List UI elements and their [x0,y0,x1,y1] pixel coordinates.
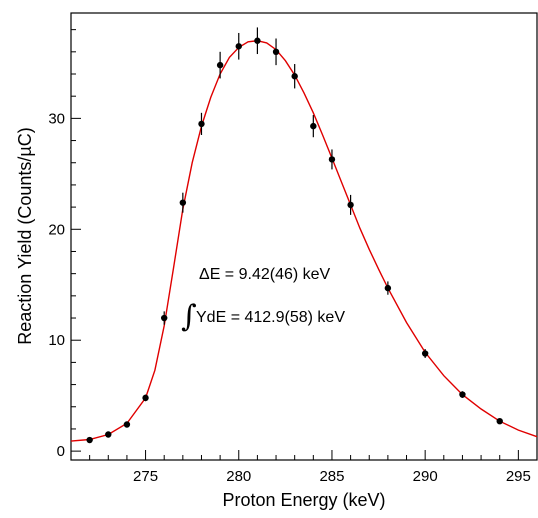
data-point [198,120,205,128]
x-tick-label: 285 [319,468,344,485]
data-point [384,284,392,292]
data-point [421,350,429,357]
data-point [161,314,168,322]
y-tick-label: 20 [48,221,65,238]
x-axis-ticks: 275 280 285 290 295 [70,450,538,485]
y-axis-ticks: 0 10 20 30 [48,29,81,460]
x-tick-label: 280 [226,468,251,485]
x-tick-label: 295 [506,468,531,485]
data-point [272,48,280,56]
data-point [347,201,354,209]
data-point [254,37,261,44]
integral-symbol: ∫ [181,299,197,334]
plot-frame [70,12,538,461]
data-point [179,199,187,206]
data-point [86,436,93,444]
data-point [328,156,336,163]
annotation-delta-e: ΔE = 9.42(46) keV [199,266,331,283]
data-point [459,391,466,398]
x-tick-label: 290 [413,468,438,485]
data-point [310,122,317,130]
data-point [105,431,112,438]
y-tick-label: 30 [48,110,65,127]
data-point [235,43,242,50]
fit-curve [70,39,538,442]
y-axis-title: Reaction Yield (Counts/µC) [15,127,35,344]
data-point [291,73,298,80]
x-tick-label: 275 [133,468,158,485]
x-axis-title: Proton Energy (keV) [222,490,385,510]
data-point [123,421,131,428]
data-point [496,417,503,425]
data-point [142,394,149,402]
data-point [216,61,224,69]
data-points [86,27,503,444]
y-tick-label: 10 [48,332,65,349]
y-tick-label: 0 [57,443,65,460]
annotation-integral-yield: YdE = 412.9(58) keV [196,309,345,326]
